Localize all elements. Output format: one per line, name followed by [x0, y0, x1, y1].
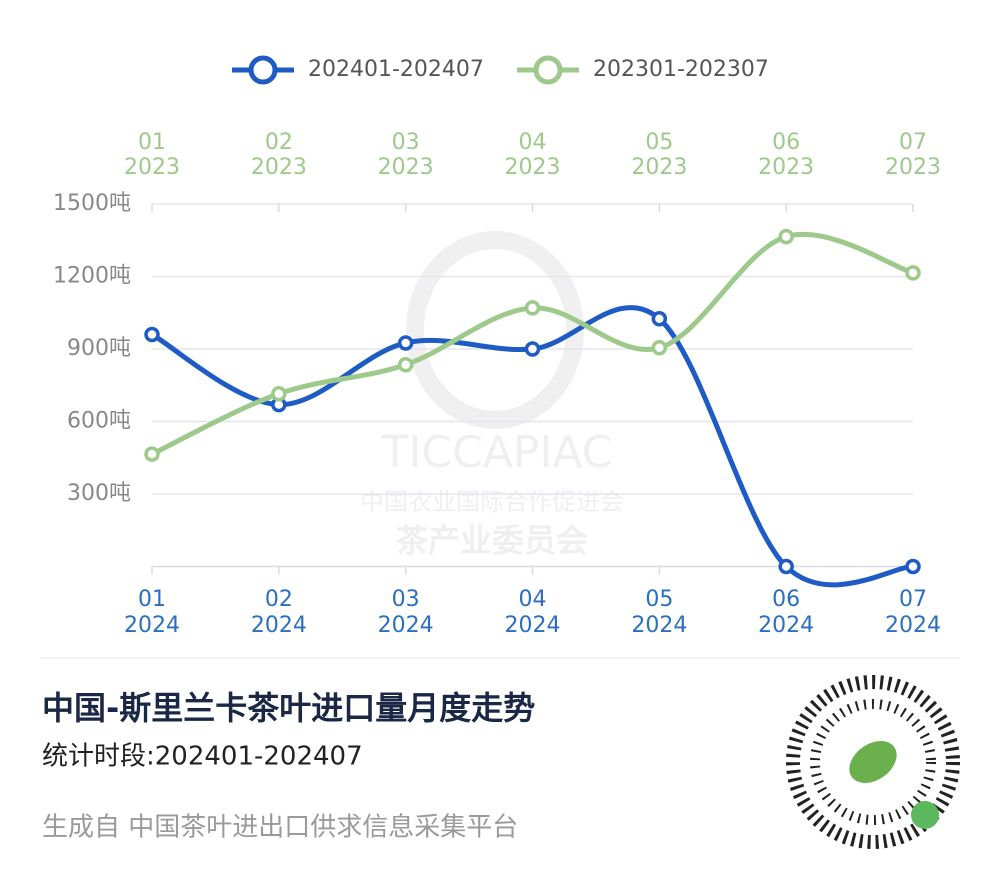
legend-marker — [533, 55, 563, 85]
point — [144, 446, 160, 462]
x2-tick-label: 04 — [519, 130, 547, 155]
x2-tick-label: 2023 — [251, 155, 307, 180]
point — [397, 356, 414, 373]
watermark-text: TICCAPIAC — [381, 427, 613, 478]
point — [524, 300, 541, 316]
x-tick-label: 2024 — [758, 613, 814, 638]
x2-tick-label: 02 — [265, 130, 293, 155]
y-tick-label: 600吨 — [67, 409, 131, 434]
x2-tick-label: 2023 — [505, 155, 561, 180]
point — [524, 341, 541, 357]
chart-title: 中国-斯里兰卡茶叶进口量月度走势 — [42, 689, 535, 727]
point — [271, 385, 287, 402]
x-tick-label: 06 — [772, 587, 800, 612]
point — [905, 265, 921, 281]
y-tick-label: 1500吨 — [53, 191, 131, 216]
x-tick-label: 2024 — [251, 613, 307, 638]
point — [144, 326, 160, 343]
x-tick-label: 01 — [138, 587, 166, 612]
x-tick-label: 07 — [899, 587, 927, 612]
x-tick-label: 2024 — [505, 613, 561, 638]
watermark-logo — [406, 231, 584, 429]
chart-subtitle: 统计时段:202401-202407 — [42, 742, 363, 772]
point — [397, 335, 414, 351]
x2-tick-label: 2023 — [885, 155, 941, 180]
x2-tick-label: 03 — [392, 130, 420, 155]
x-tick-label: 2024 — [885, 613, 941, 638]
x2-tick-label: 2023 — [378, 155, 434, 180]
x2-tick-label: 01 — [138, 130, 166, 155]
point — [651, 311, 668, 327]
footer: 生成自 中国茶叶进出口供求信息采集平台 — [42, 813, 518, 843]
x2-tick-label: 2023 — [124, 155, 180, 180]
watermark-text: 茶产业委员会 — [396, 522, 588, 560]
x-tick-label: 02 — [265, 587, 293, 612]
x-tick-label: 05 — [645, 587, 673, 612]
y-tick-label: 900吨 — [67, 336, 131, 361]
point — [905, 558, 921, 575]
y-tick-label: 1200吨 — [53, 264, 131, 289]
legend-label: 202301-202307 — [593, 57, 769, 82]
point — [778, 558, 794, 575]
x-tick-label: 04 — [519, 587, 547, 612]
x2-tick-label: 2023 — [758, 155, 814, 180]
point — [778, 228, 794, 245]
plot: 300吨600吨900吨1200吨1500吨012024012023022024… — [53, 55, 941, 638]
qr-code — [786, 675, 960, 849]
x-tick-label: 2024 — [124, 613, 180, 638]
legend-label: 202401-202407 — [308, 57, 484, 82]
watermark-text: 中国农业国际合作促进会 — [360, 488, 624, 516]
x2-tick-label: 06 — [772, 130, 800, 155]
x-tick-label: 2024 — [378, 613, 434, 638]
legend-marker — [248, 55, 278, 85]
x2-tick-label: 07 — [899, 130, 927, 155]
watermark: TICCAPIAC 中国农业国际合作促进会 茶产业委员会 — [360, 231, 624, 560]
x-tick-label: 2024 — [631, 613, 687, 638]
x-tick-label: 03 — [392, 587, 420, 612]
x2-tick-label: 05 — [645, 130, 673, 155]
point — [651, 340, 668, 356]
x2-tick-label: 2023 — [631, 155, 687, 180]
y-tick-label: 300吨 — [67, 481, 131, 506]
